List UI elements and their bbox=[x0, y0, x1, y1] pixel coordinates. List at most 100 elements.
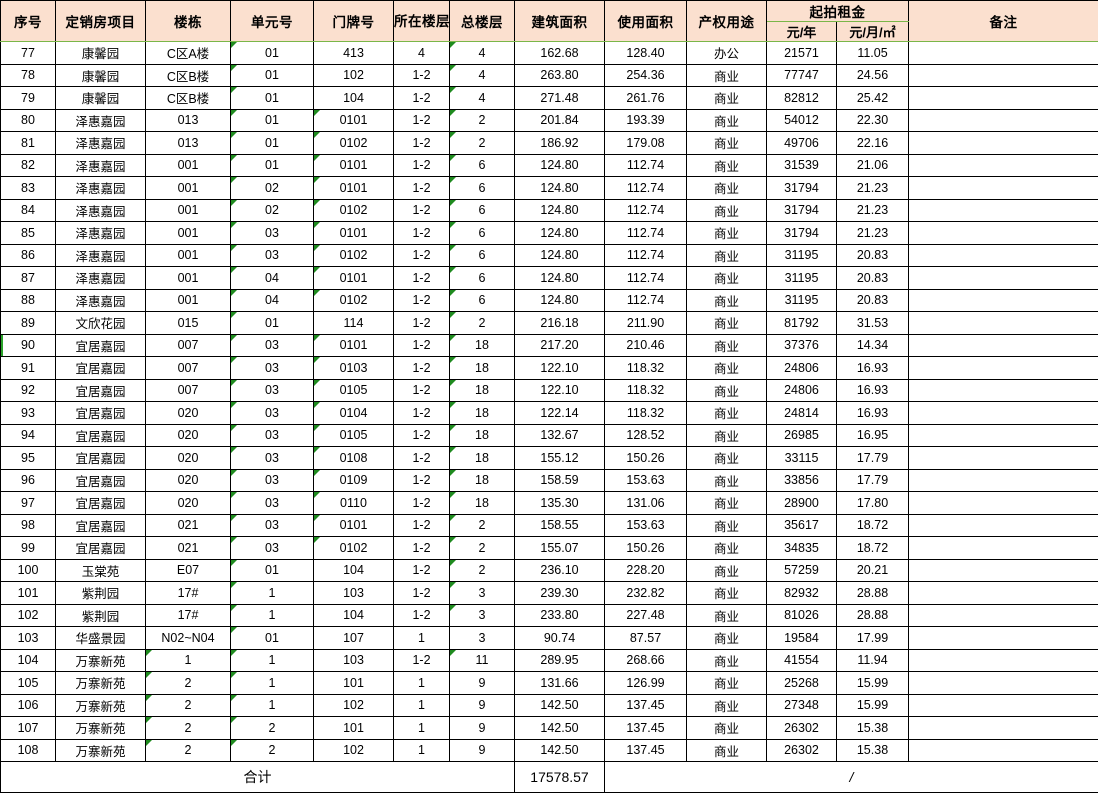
cell-totfloor[interactable]: 2 bbox=[450, 514, 515, 537]
cell-uarea[interactable]: 268.66 bbox=[605, 649, 687, 672]
cell-usage[interactable]: 商业 bbox=[687, 604, 767, 627]
cell-floor[interactable]: 1-2 bbox=[394, 537, 450, 560]
cell-usage[interactable]: 商业 bbox=[687, 199, 767, 222]
cell-uarea[interactable]: 112.74 bbox=[605, 222, 687, 245]
cell-uarea[interactable]: 112.74 bbox=[605, 177, 687, 200]
cell-floor[interactable]: 1-2 bbox=[394, 514, 450, 537]
cell-barea[interactable]: 186.92 bbox=[515, 132, 605, 155]
cell-unit[interactable]: 2 bbox=[231, 717, 314, 740]
cell-rent_y[interactable]: 33115 bbox=[767, 447, 837, 470]
cell-rent_m[interactable]: 22.30 bbox=[837, 109, 909, 132]
cell-floor[interactable]: 1-2 bbox=[394, 424, 450, 447]
cell-rent_y[interactable]: 26302 bbox=[767, 739, 837, 762]
cell-seq[interactable]: 78 bbox=[1, 64, 56, 87]
cell-rent_m[interactable]: 15.99 bbox=[837, 672, 909, 695]
cell-door[interactable]: 0101 bbox=[314, 267, 394, 290]
cell-rent_m[interactable]: 14.34 bbox=[837, 334, 909, 357]
cell-building[interactable]: 2 bbox=[146, 694, 231, 717]
cell-remark[interactable] bbox=[909, 672, 1098, 695]
cell-usage[interactable]: 商业 bbox=[687, 132, 767, 155]
cell-door[interactable]: 0105 bbox=[314, 379, 394, 402]
cell-totfloor[interactable]: 18 bbox=[450, 469, 515, 492]
cell-unit[interactable]: 02 bbox=[231, 199, 314, 222]
cell-uarea[interactable]: 128.52 bbox=[605, 424, 687, 447]
cell-building[interactable]: 020 bbox=[146, 492, 231, 515]
cell-project[interactable]: 康馨园 bbox=[56, 42, 146, 65]
cell-project[interactable]: 康馨园 bbox=[56, 64, 146, 87]
cell-seq[interactable]: 105 bbox=[1, 672, 56, 695]
cell-rent_y[interactable]: 81026 bbox=[767, 604, 837, 627]
cell-seq[interactable]: 94 bbox=[1, 424, 56, 447]
cell-totfloor[interactable]: 2 bbox=[450, 537, 515, 560]
cell-rent_m[interactable]: 22.16 bbox=[837, 132, 909, 155]
cell-rent_y[interactable]: 41554 bbox=[767, 649, 837, 672]
cell-floor[interactable]: 1-2 bbox=[394, 312, 450, 335]
cell-building[interactable]: 013 bbox=[146, 132, 231, 155]
cell-usage[interactable]: 商业 bbox=[687, 447, 767, 470]
cell-seq[interactable]: 90 bbox=[1, 334, 56, 357]
cell-rent_m[interactable]: 15.38 bbox=[837, 717, 909, 740]
cell-building[interactable]: 001 bbox=[146, 222, 231, 245]
cell-barea[interactable]: 90.74 bbox=[515, 627, 605, 650]
cell-unit[interactable]: 1 bbox=[231, 672, 314, 695]
cell-totfloor[interactable]: 18 bbox=[450, 492, 515, 515]
cell-totfloor[interactable]: 4 bbox=[450, 42, 515, 65]
cell-seq[interactable]: 100 bbox=[1, 559, 56, 582]
cell-rent_m[interactable]: 16.93 bbox=[837, 379, 909, 402]
cell-floor[interactable]: 1-2 bbox=[394, 109, 450, 132]
cell-floor[interactable]: 1-2 bbox=[394, 604, 450, 627]
cell-remark[interactable] bbox=[909, 357, 1098, 380]
cell-uarea[interactable]: 150.26 bbox=[605, 537, 687, 560]
cell-barea[interactable]: 124.80 bbox=[515, 244, 605, 267]
cell-building[interactable]: 007 bbox=[146, 379, 231, 402]
cell-uarea[interactable]: 254.36 bbox=[605, 64, 687, 87]
cell-seq[interactable]: 77 bbox=[1, 42, 56, 65]
cell-door[interactable]: 0102 bbox=[314, 537, 394, 560]
cell-seq[interactable]: 99 bbox=[1, 537, 56, 560]
cell-unit[interactable]: 03 bbox=[231, 334, 314, 357]
cell-barea[interactable]: 122.10 bbox=[515, 379, 605, 402]
cell-rent_m[interactable]: 31.53 bbox=[837, 312, 909, 335]
cell-door[interactable]: 103 bbox=[314, 582, 394, 605]
cell-totfloor[interactable]: 3 bbox=[450, 582, 515, 605]
cell-barea[interactable]: 132.67 bbox=[515, 424, 605, 447]
cell-usage[interactable]: 商业 bbox=[687, 514, 767, 537]
cell-seq[interactable]: 93 bbox=[1, 402, 56, 425]
cell-project[interactable]: 宜居嘉园 bbox=[56, 514, 146, 537]
cell-remark[interactable] bbox=[909, 582, 1098, 605]
cell-project[interactable]: 泽惠嘉园 bbox=[56, 154, 146, 177]
col-header-seq[interactable]: 序号 bbox=[1, 1, 56, 42]
cell-usage[interactable]: 商业 bbox=[687, 492, 767, 515]
cell-project[interactable]: 宜居嘉园 bbox=[56, 469, 146, 492]
cell-usage[interactable]: 商业 bbox=[687, 64, 767, 87]
cell-remark[interactable] bbox=[909, 424, 1098, 447]
cell-rent_y[interactable]: 33856 bbox=[767, 469, 837, 492]
cell-uarea[interactable]: 118.32 bbox=[605, 402, 687, 425]
cell-floor[interactable]: 1 bbox=[394, 627, 450, 650]
cell-project[interactable]: 泽惠嘉园 bbox=[56, 132, 146, 155]
cell-rent_m[interactable]: 21.23 bbox=[837, 222, 909, 245]
cell-rent_y[interactable]: 35617 bbox=[767, 514, 837, 537]
cell-seq[interactable]: 91 bbox=[1, 357, 56, 380]
cell-floor[interactable]: 1-2 bbox=[394, 582, 450, 605]
col-header-building[interactable]: 楼栋 bbox=[146, 1, 231, 42]
cell-uarea[interactable]: 112.74 bbox=[605, 199, 687, 222]
cell-floor[interactable]: 1 bbox=[394, 694, 450, 717]
cell-usage[interactable]: 商业 bbox=[687, 154, 767, 177]
cell-door[interactable]: 0102 bbox=[314, 289, 394, 312]
cell-usage[interactable]: 商业 bbox=[687, 649, 767, 672]
cell-barea[interactable]: 142.50 bbox=[515, 739, 605, 762]
cell-project[interactable]: 华盛景园 bbox=[56, 627, 146, 650]
cell-floor[interactable]: 1-2 bbox=[394, 559, 450, 582]
cell-unit[interactable]: 01 bbox=[231, 87, 314, 110]
cell-rent_m[interactable]: 20.83 bbox=[837, 267, 909, 290]
cell-usage[interactable]: 商业 bbox=[687, 739, 767, 762]
cell-rent_m[interactable]: 15.38 bbox=[837, 739, 909, 762]
cell-uarea[interactable]: 210.46 bbox=[605, 334, 687, 357]
